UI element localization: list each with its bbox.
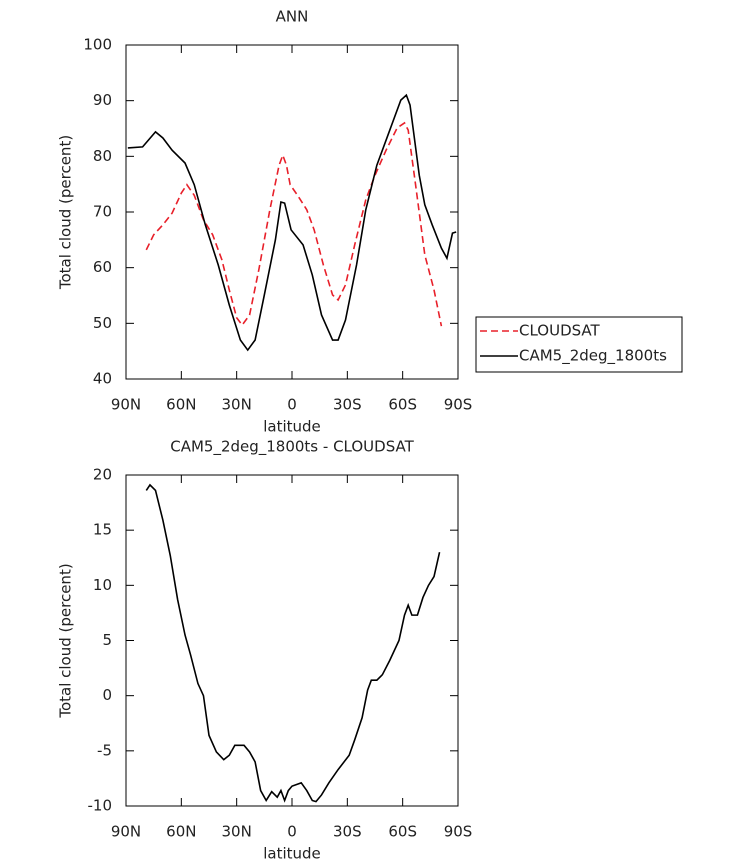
x-tick-label: 30N [222,396,252,414]
y-tick-label: 70 [93,203,112,221]
chart-title: CAM5_2deg_1800ts - CLOUDSAT [170,438,414,457]
x-tick-label: 90N [111,396,141,414]
plot-frame [125,44,459,380]
data-line [127,93,457,352]
y-tick-label: 60 [93,258,112,276]
x-tick-label: 0 [287,823,297,841]
y-tick-label: -5 [97,741,112,759]
x-tick-label: 90S [444,396,473,414]
x-tick-label: 0 [287,396,297,414]
x-tick-label: 30N [222,823,252,841]
y-tick-label: 100 [83,36,112,54]
chart-title: ANN [276,8,309,26]
legend-label: CAM5_2deg_1800ts [519,347,667,366]
x-tick-label: 90N [111,823,141,841]
data-line [145,121,443,327]
y-tick-label: 90 [93,91,112,109]
plot-frame [125,474,459,807]
legend-box [475,316,683,373]
y-tick-label: 0 [102,686,112,704]
y-axis-label: Total cloud (percent) [57,135,75,290]
y-tick-label: 80 [93,147,112,165]
x-tick-label: 60N [166,396,196,414]
y-tick-label: 40 [93,370,112,388]
y-tick-label: 15 [93,521,112,539]
y-tick-label: -10 [88,797,113,815]
x-tick-label: 30S [333,823,362,841]
y-tick-label: 10 [93,576,112,594]
y-tick-label: 20 [93,466,112,484]
x-tick-label: 90S [444,823,473,841]
y-axis-label: Total cloud (percent) [57,563,75,718]
x-axis-label: latitude [263,845,321,863]
x-tick-label: 60N [166,823,196,841]
y-tick-label: 50 [93,314,112,332]
x-axis-label: latitude [263,418,321,436]
x-tick-label: 30S [333,396,362,414]
y-tick-label: 5 [102,631,112,649]
x-tick-label: 60S [388,823,417,841]
x-tick-label: 60S [388,396,417,414]
legend-label: CLOUDSAT [519,322,601,340]
data-line [145,483,441,803]
